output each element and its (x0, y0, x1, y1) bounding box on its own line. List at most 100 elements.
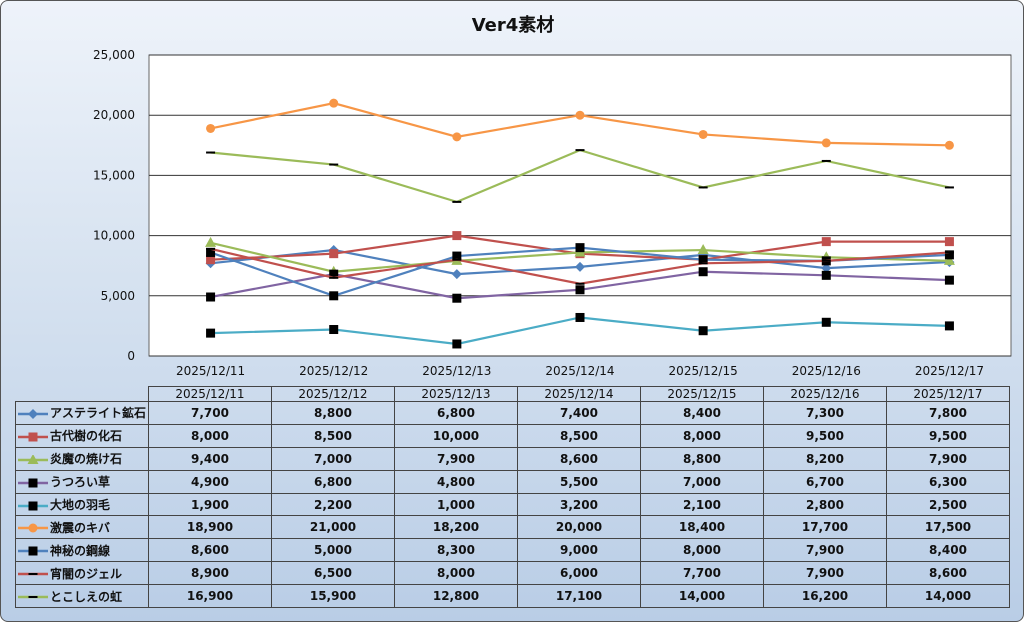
series-8 (206, 247, 954, 285)
table-cell: 6,000 (517, 561, 641, 586)
table-cell: 16,900 (148, 584, 272, 609)
data-point (329, 249, 339, 259)
x-tick-label: 2025/12/16 (792, 364, 861, 378)
table-cell: 2,800 (763, 492, 887, 517)
legend-key-icon (18, 523, 48, 533)
series-5 (206, 312, 954, 349)
data-point (28, 523, 38, 533)
table-row: 大地の羽毛 1,900 2,200 1,000 3,200 2,100 2,800 2,500 (15, 492, 1010, 517)
x-tick-label: 2025/12/14 (545, 364, 614, 378)
data-point (575, 312, 585, 322)
table-column-header: 2025/12/15 (640, 386, 764, 402)
table-row: 神秘の鋼線 8,600 5,000 8,300 9,000 8,000 7,900 8,400 (15, 538, 1010, 563)
table-cell: 8,600 (148, 538, 272, 563)
legend-label: 激震のキバ (50, 520, 111, 535)
table-cell: 18,900 (148, 515, 272, 540)
table-cell: 8,400 (886, 538, 1010, 563)
data-point (698, 267, 708, 277)
table-cell: 8,600 (517, 446, 641, 471)
table-cell: 21,000 (271, 515, 395, 540)
data-point (329, 325, 339, 335)
table-cell: 8,500 (271, 423, 395, 448)
plot-area (148, 54, 1012, 357)
table-column-header: 2025/12/14 (517, 386, 641, 402)
data-point (575, 110, 585, 120)
data-point (28, 573, 38, 576)
data-point (206, 247, 216, 257)
data-point (698, 262, 708, 265)
table-cell: 7,000 (640, 469, 764, 494)
data-point (452, 132, 462, 142)
table-cell: 15,900 (271, 584, 395, 609)
data-table-header: 2025/12/11 2025/12/12 2025/12/13 2025/12/14… (15, 386, 1010, 402)
table-cell: 8,000 (640, 538, 764, 563)
data-point (821, 270, 831, 280)
x-tick-label: 2025/12/13 (422, 364, 491, 378)
table-column-header: 2025/12/12 (271, 386, 395, 402)
legend-key-icon (18, 501, 48, 510)
table-cell: 20,000 (517, 515, 641, 540)
legend-label: うつろい草 (50, 475, 111, 490)
table-cell: 8,400 (640, 401, 764, 425)
table-cell: 2,200 (271, 492, 395, 517)
table-row: とこしえの虹 16,900 15,900 12,800 17,100 14,000 16,2… (15, 584, 1010, 609)
data-point (821, 159, 831, 162)
header-blank (15, 386, 149, 402)
data-point (28, 408, 38, 419)
data-point (821, 259, 831, 262)
table-row: アステライト鉱石 7,700 8,800 6,800 7,400 8,400 7,300 7,… (15, 401, 1010, 425)
data-point (206, 255, 216, 265)
data-point (452, 258, 462, 261)
legend-entry: 大地の羽毛 (15, 492, 149, 517)
legend-entry: 宵闇のジェル (15, 561, 149, 586)
legend-label: 炎魔の焼け石 (50, 452, 123, 467)
data-point (452, 339, 462, 349)
table-row: 炎魔の焼け石 9,400 7,000 7,900 8,600 8,800 8,200 7,90… (15, 446, 1010, 471)
table-cell: 4,900 (148, 469, 272, 494)
table-cell: 6,300 (886, 469, 1010, 494)
data-point (575, 282, 585, 285)
data-point (28, 596, 38, 599)
table-column-header: 2025/12/11 (148, 386, 272, 402)
legend-key-icon (18, 572, 48, 576)
table-cell: 4,800 (394, 469, 518, 494)
series-9 (206, 148, 954, 204)
data-point (944, 250, 954, 260)
y-tick-label: 15,000 (93, 168, 135, 182)
legend-entry: 古代樹の化石 (15, 423, 149, 448)
data-point (206, 151, 216, 154)
data-table: 2025/12/11 2025/12/12 2025/12/13 2025/12/14… (15, 386, 1010, 609)
table-cell: 3,200 (517, 492, 641, 517)
table-cell: 8,600 (886, 561, 1010, 586)
data-point (329, 291, 339, 301)
x-tick-label: 2025/12/17 (915, 364, 984, 378)
table-row: うつろい草 4,900 6,800 4,800 5,500 7,000 6,700 6,300 (15, 469, 1010, 494)
data-point (206, 247, 216, 250)
table-cell: 9,000 (517, 538, 641, 563)
data-point (943, 254, 955, 265)
table-cell: 8,500 (517, 423, 641, 448)
data-point (28, 432, 38, 442)
series-4 (206, 267, 954, 303)
table-cell: 9,500 (886, 423, 1010, 448)
data-point (28, 478, 38, 488)
chart-title: Ver4素材 (471, 15, 555, 36)
data-point (451, 269, 462, 280)
table-cell: 10,000 (394, 423, 518, 448)
legend-key-icon (18, 432, 48, 442)
table-cell: 17,500 (886, 515, 1010, 540)
x-tick-label: 2025/12/12 (299, 364, 368, 378)
table-cell: 9,400 (148, 446, 272, 471)
data-point (821, 317, 831, 327)
data-point (575, 243, 585, 253)
data-point (698, 326, 708, 336)
table-cell: 12,800 (394, 584, 518, 609)
data-point (821, 263, 832, 274)
data-point (944, 275, 954, 285)
table-cell: 14,000 (640, 584, 764, 609)
legend-label: 神秘の鋼線 (50, 543, 111, 558)
legend-label: アステライト鉱石 (50, 406, 147, 421)
data-point (575, 149, 585, 152)
legend-label: とこしえの虹 (50, 589, 123, 604)
table-column-header: 2025/12/17 (886, 386, 1010, 402)
